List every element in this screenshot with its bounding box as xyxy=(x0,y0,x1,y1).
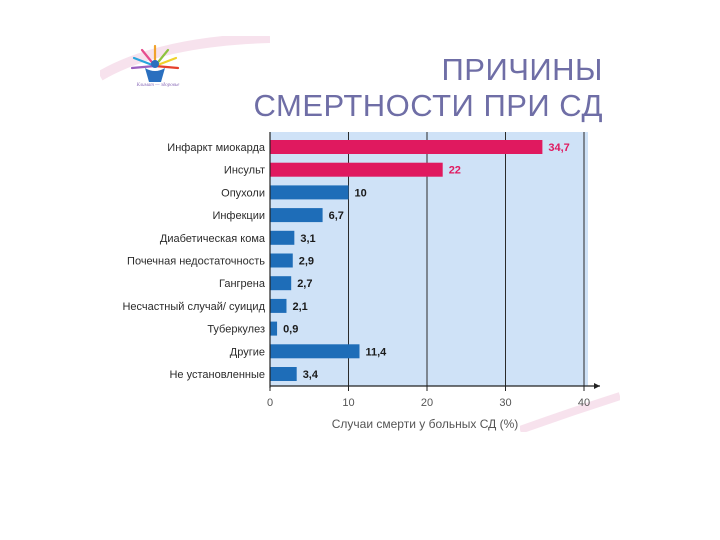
bar xyxy=(270,162,443,177)
category-label: Инсульт xyxy=(224,165,265,177)
value-label: 6,7 xyxy=(329,210,344,222)
slide-title: ПРИЧИНЫ СМЕРТНОСТИ ПРИ СД xyxy=(254,52,604,124)
slide-title-line1: ПРИЧИНЫ xyxy=(441,52,603,87)
category-label: Несчастный случай/ суицид xyxy=(122,301,265,313)
value-label: 34,7 xyxy=(548,142,569,154)
x-tick-label: 30 xyxy=(499,397,511,409)
value-label: 3,4 xyxy=(303,369,319,381)
bar xyxy=(270,344,360,359)
bar xyxy=(270,367,297,381)
bar xyxy=(270,298,287,313)
bar xyxy=(270,208,323,223)
bar xyxy=(270,140,543,154)
value-label: 0,9 xyxy=(283,324,298,336)
bar xyxy=(270,185,349,200)
bar xyxy=(270,276,292,291)
category-label: Почечная недостаточность xyxy=(127,256,265,268)
bar xyxy=(270,253,293,268)
bar xyxy=(270,321,278,336)
x-tick-label: 40 xyxy=(578,397,590,409)
value-label: 22 xyxy=(449,165,461,177)
category-label: Опухоли xyxy=(221,187,265,199)
value-label: 3,1 xyxy=(300,233,315,245)
bar xyxy=(270,230,295,245)
category-label: Туберкулез xyxy=(207,324,265,336)
slide-title-line2: СМЕРТНОСТИ ПРИ СД xyxy=(253,88,603,123)
category-label: Не установленные xyxy=(169,369,265,381)
value-label: 2,9 xyxy=(299,256,314,268)
value-label: 2,7 xyxy=(297,278,312,290)
x-axis-label: Случаи смерти у больных СД (%) xyxy=(332,417,518,431)
logo-caption: Климат — здоровье xyxy=(136,83,180,88)
category-label: Гангрена xyxy=(219,278,266,290)
x-tick-label: 0 xyxy=(267,397,273,409)
value-label: 11,4 xyxy=(365,346,387,358)
category-label: Другие xyxy=(230,346,265,358)
decorative-swoosh-bottom xyxy=(520,392,620,432)
x-tick-label: 10 xyxy=(342,397,354,409)
value-label: 10 xyxy=(355,187,367,199)
logo-icon xyxy=(130,44,180,82)
value-label: 2,1 xyxy=(292,301,307,313)
category-label: Инфаркт миокарда xyxy=(167,142,266,154)
category-label: Инфекции xyxy=(212,210,265,222)
decorative-swoosh-top xyxy=(100,36,270,81)
x-tick-label: 20 xyxy=(421,397,433,409)
category-label: Диабетическая кома xyxy=(160,233,266,245)
x-axis-arrow xyxy=(594,383,600,389)
